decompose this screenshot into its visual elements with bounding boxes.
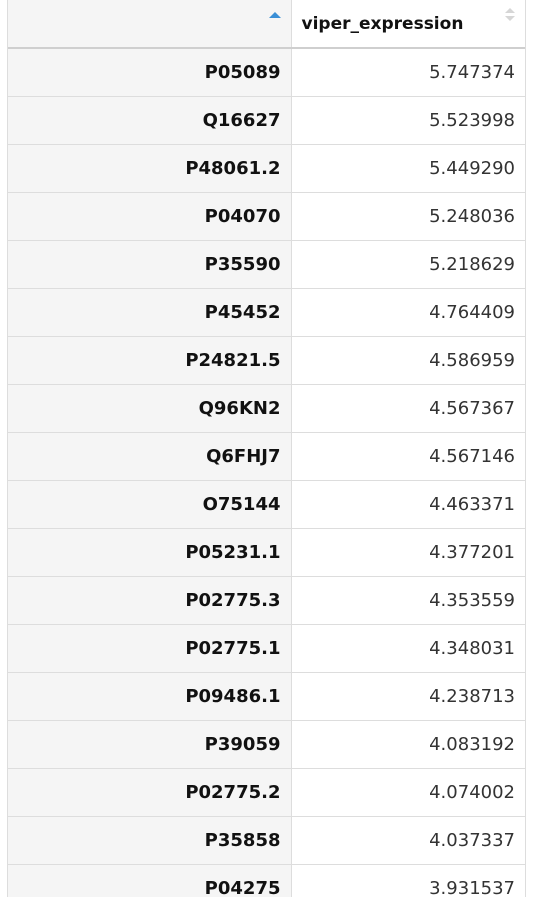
row-value-cell: 5.218629 (291, 240, 525, 289)
row-value-cell: 4.463371 (291, 480, 525, 529)
table-row: P04275 3.931537 (8, 864, 525, 897)
row-value-cell: 4.567367 (291, 384, 525, 433)
row-value-cell: 4.586959 (291, 336, 525, 385)
header-viper-expression-label: viper_expression (301, 13, 464, 34)
table-row: P45452 4.764409 (8, 288, 525, 337)
table-row: P02775.2 4.074002 (8, 768, 525, 817)
table-row: P02775.3 4.353559 (8, 576, 525, 625)
row-value-cell: 3.931537 (291, 864, 525, 897)
table-row: P02775.1 4.348031 (8, 624, 525, 673)
row-value-cell: 4.353559 (291, 576, 525, 625)
row-value-cell: 5.449290 (291, 144, 525, 193)
row-id-cell: P39059 (8, 720, 292, 769)
row-value-cell: 5.523998 (291, 96, 525, 145)
row-id-cell: P02775.1 (8, 624, 292, 673)
sort-unsorted-icon[interactable] (505, 8, 515, 24)
row-value-cell: 4.348031 (291, 624, 525, 673)
table-row: P04070 5.248036 (8, 192, 525, 241)
row-id-cell: P02775.3 (8, 576, 292, 625)
table-row: P09486.1 4.238713 (8, 672, 525, 721)
sort-ascending-icon[interactable] (268, 12, 281, 18)
table-body: P05089 5.747374 Q16627 5.523998 P48061.2 5.44… (8, 48, 525, 897)
table-row: P24821.5 4.586959 (8, 336, 525, 385)
row-id-cell: P05089 (8, 48, 292, 97)
data-table: viper_expression P05089 5.747374 Q16627 5.5… (8, 0, 525, 897)
table-header-row: viper_expression (8, 0, 525, 49)
row-value-cell: 5.747374 (291, 48, 525, 97)
row-id-cell: P24821.5 (8, 336, 292, 385)
row-id-cell: O75144 (8, 480, 292, 529)
table-row: P35590 5.218629 (8, 240, 525, 289)
row-id-cell: P04070 (8, 192, 292, 241)
row-id-cell: P04275 (8, 864, 292, 897)
header-index-column[interactable] (8, 0, 292, 49)
row-id-cell: Q6FHJ7 (8, 432, 292, 481)
row-id-cell: P35590 (8, 240, 292, 289)
data-table-container: viper_expression P05089 5.747374 Q16627 5.5… (7, 0, 526, 897)
table-row: P05089 5.747374 (8, 48, 525, 97)
row-id-cell: P09486.1 (8, 672, 292, 721)
row-id-cell: P45452 (8, 288, 292, 337)
row-value-cell: 5.248036 (291, 192, 525, 241)
row-value-cell: 4.567146 (291, 432, 525, 481)
row-value-cell: 4.037337 (291, 816, 525, 865)
table-row: Q16627 5.523998 (8, 96, 525, 145)
table-row: P05231.1 4.377201 (8, 528, 525, 577)
table-row: O75144 4.463371 (8, 480, 525, 529)
row-value-cell: 4.764409 (291, 288, 525, 337)
row-value-cell: 4.083192 (291, 720, 525, 769)
row-id-cell: Q16627 (8, 96, 292, 145)
table-row: P48061.2 5.449290 (8, 144, 525, 193)
row-id-cell: P35858 (8, 816, 292, 865)
table-row: Q6FHJ7 4.567146 (8, 432, 525, 481)
row-value-cell: 4.238713 (291, 672, 525, 721)
table-row: P35858 4.037337 (8, 816, 525, 865)
row-value-cell: 4.377201 (291, 528, 525, 577)
row-id-cell: Q96KN2 (8, 384, 292, 433)
row-value-cell: 4.074002 (291, 768, 525, 817)
row-id-cell: P05231.1 (8, 528, 292, 577)
row-id-cell: P48061.2 (8, 144, 292, 193)
table-row: Q96KN2 4.567367 (8, 384, 525, 433)
row-id-cell: P02775.2 (8, 768, 292, 817)
table-row: P39059 4.083192 (8, 720, 525, 769)
header-viper-expression[interactable]: viper_expression (291, 0, 525, 49)
